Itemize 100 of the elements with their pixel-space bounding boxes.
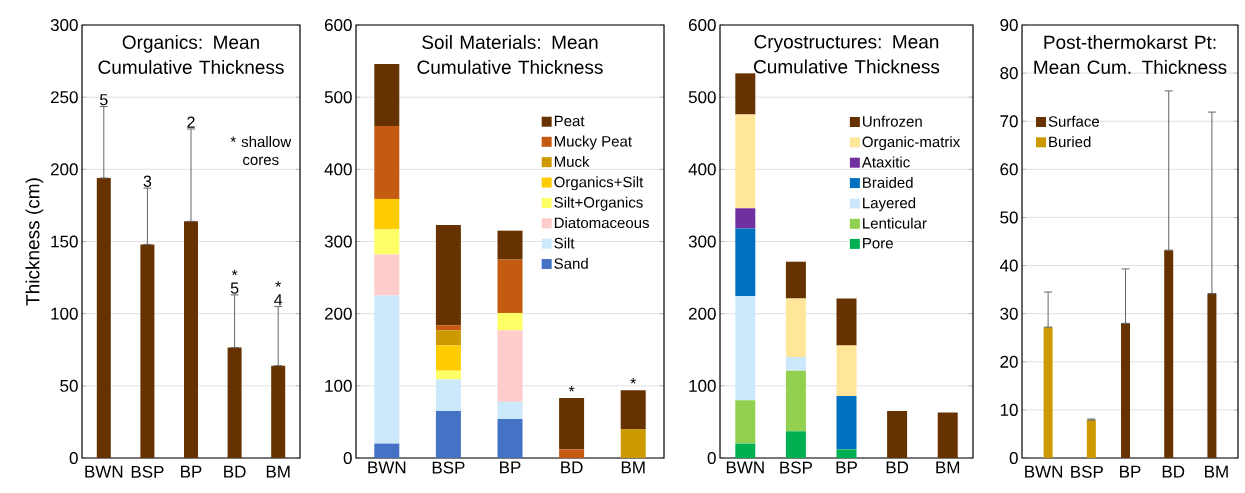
x-tick-label: BM (621, 461, 645, 474)
bar (435, 370, 461, 380)
bar (140, 244, 155, 458)
x-tick-label: BP (836, 461, 857, 474)
bar (785, 298, 806, 357)
y-tick-label: 50 (1000, 211, 1018, 224)
legend-label: Muck (554, 155, 590, 167)
x-tick-label: BD (1162, 465, 1185, 478)
legend-label: Organic-matrix (862, 136, 961, 151)
bar (497, 401, 523, 420)
annotation: * (630, 377, 637, 384)
legend-label: Sand (554, 257, 588, 269)
bar (435, 379, 461, 412)
text: Soil Materials: Mean Cumulative Thickness (417, 35, 603, 74)
y-tick-label: 200 (324, 307, 352, 320)
bar (785, 356, 806, 371)
bar (497, 259, 523, 313)
y-tick-label: 40 (999, 259, 1018, 272)
y-tick-label: 30 (1000, 307, 1018, 320)
bar (735, 296, 756, 401)
x-tick-label: BWN (368, 461, 406, 474)
legend-label: Unfrozen (863, 115, 922, 127)
x-tick-label: BM (1205, 465, 1228, 478)
text: Post-thermokarst Pt: Mean Cum. Thickness (1034, 35, 1227, 74)
bar (435, 330, 461, 346)
bar (735, 73, 756, 115)
bar (785, 370, 806, 432)
y-tick-label: 50 (60, 379, 78, 392)
y-tick-label: 300 (324, 235, 352, 248)
bar (374, 198, 400, 230)
legend-label: Mucky Peat (554, 135, 632, 150)
y-tick-label: 10 (1000, 403, 1018, 416)
bar (374, 254, 400, 296)
legend-label: Silt+Organics (554, 196, 643, 211)
bar (374, 63, 400, 127)
y-tick-label: 400 (324, 163, 352, 176)
y-tick-label: 500 (688, 91, 716, 104)
y-tick-label: 200 (50, 163, 78, 176)
legend-label: Surface (1048, 115, 1100, 127)
x-tick-label: BWN (1025, 465, 1063, 478)
legend-label: Diatomaceous (554, 217, 649, 229)
y-tick-label: 600 (324, 18, 352, 32)
legend-label: Layered (863, 197, 916, 212)
bar (836, 345, 857, 396)
bar (785, 431, 806, 458)
legend-label: Lenticular (863, 217, 927, 229)
bar (836, 298, 857, 346)
bar (435, 224, 461, 326)
bar (374, 126, 400, 199)
x-tick-label: BWN (85, 465, 123, 478)
bar (735, 208, 756, 229)
bar (1164, 250, 1174, 458)
annotation: 5 (230, 282, 239, 294)
annotation: * (568, 385, 575, 392)
y-tick-label: 200 (688, 307, 716, 320)
bar (497, 419, 523, 458)
bar (735, 114, 756, 209)
bar (435, 325, 461, 331)
annotation: 4 (274, 294, 283, 306)
bar (620, 429, 646, 458)
annotation: * shallow cores (230, 136, 292, 166)
legend-label: Pore (863, 238, 893, 249)
x-tick-label: BD (224, 465, 246, 478)
bar (227, 347, 242, 458)
legend-label: Peat (554, 115, 585, 127)
legend-label: Silt (554, 237, 575, 249)
bar (735, 443, 756, 458)
bar (96, 177, 111, 458)
bar (374, 295, 400, 444)
x-tick-label: BP (1120, 465, 1141, 478)
annotation: 5 (100, 94, 108, 106)
bar (836, 395, 857, 450)
text: Cryostructures: Mean Cumulative Thickness (754, 35, 940, 74)
y-tick-label: 500 (324, 91, 352, 104)
legend-label: Organics+Silt (554, 176, 644, 191)
legend-label: Braided (863, 176, 913, 188)
bar (184, 221, 198, 458)
bar (735, 228, 756, 297)
y-tick-label: 90 (1000, 18, 1018, 32)
bar (559, 398, 585, 450)
text: Organics: Mean Cumulative Thickness (98, 35, 284, 74)
y-tick-label: 300 (50, 18, 78, 32)
y-tick-label: 100 (51, 307, 78, 320)
y-tick-label: 250 (50, 91, 78, 104)
x-tick-label: BSP (131, 465, 164, 478)
bar (497, 230, 523, 260)
y-tick-label: 100 (325, 379, 352, 392)
y-tick-label: 300 (688, 235, 716, 248)
x-tick-label: BSP (432, 461, 465, 474)
x-tick-label: BM (266, 465, 290, 478)
y-tick-label: 70 (1000, 115, 1018, 128)
bar (620, 390, 646, 430)
y-tick-label: 600 (688, 18, 716, 32)
y-tick-label: 150 (51, 235, 78, 248)
bar (435, 411, 461, 458)
bar (271, 365, 286, 458)
bar (836, 449, 857, 458)
y-tick-label: 20 (1000, 355, 1018, 368)
x-tick-label: BP (181, 465, 202, 478)
y-tick-label: 60 (1000, 163, 1018, 176)
